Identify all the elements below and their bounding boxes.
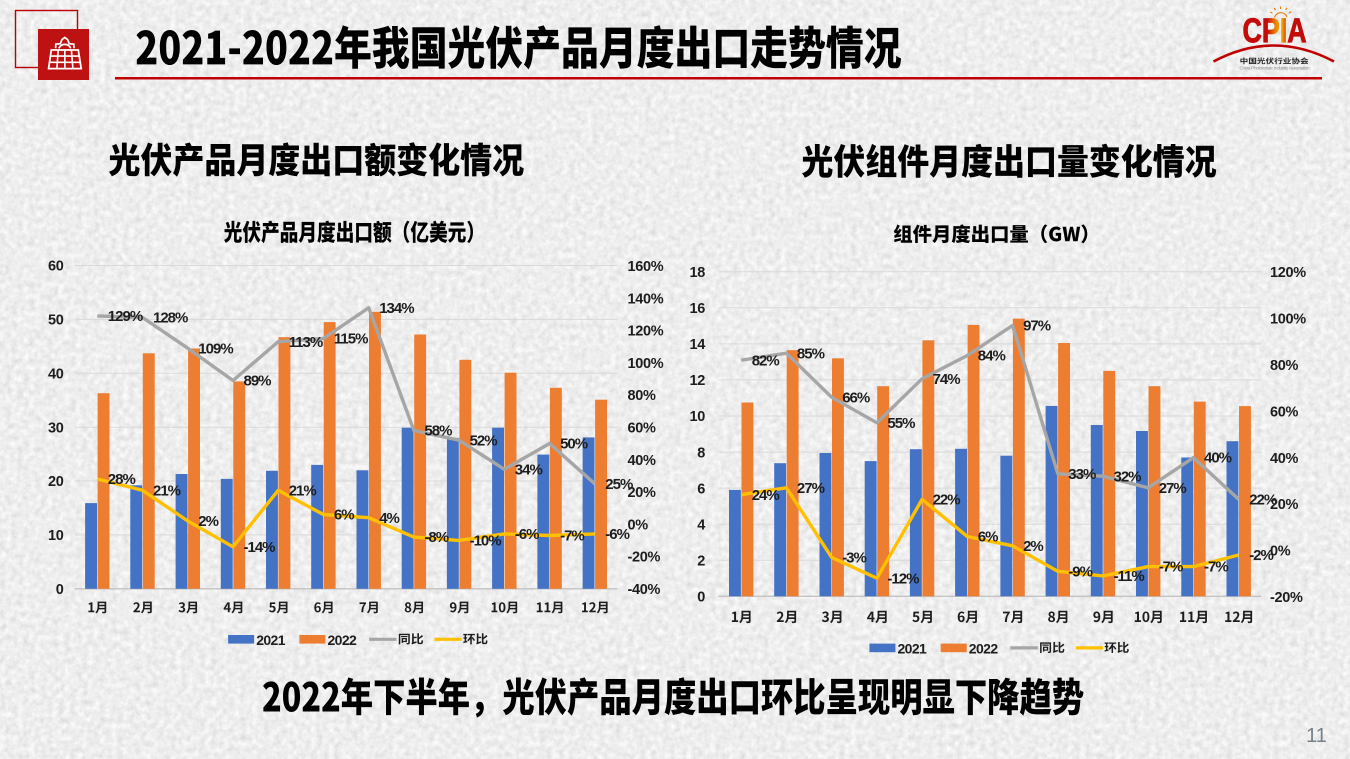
svg-text:8: 8: [697, 445, 705, 461]
svg-text:22%: 22%: [933, 492, 961, 509]
svg-text:34%: 34%: [515, 461, 543, 478]
svg-text:27%: 27%: [1159, 480, 1187, 497]
svg-text:14: 14: [689, 337, 705, 353]
svg-text:16: 16: [689, 301, 705, 317]
svg-text:20%: 20%: [1270, 497, 1299, 513]
svg-text:-14%: -14%: [244, 539, 276, 556]
svg-text:-6%: -6%: [605, 526, 629, 543]
svg-text:-6%: -6%: [515, 526, 539, 543]
svg-text:18: 18: [689, 265, 705, 281]
svg-text:40%: 40%: [1204, 450, 1232, 467]
svg-text:89%: 89%: [244, 373, 272, 390]
svg-text:55%: 55%: [887, 415, 915, 432]
svg-text:50: 50: [48, 313, 64, 329]
svg-text:-40%: -40%: [628, 582, 661, 598]
svg-text:134%: 134%: [379, 300, 414, 317]
svg-text:10: 10: [689, 409, 705, 425]
svg-text:-7%: -7%: [1159, 559, 1183, 576]
svg-text:60: 60: [48, 259, 64, 275]
svg-text:32%: 32%: [1114, 468, 1142, 485]
svg-text:66%: 66%: [842, 389, 870, 406]
svg-text:74%: 74%: [933, 371, 961, 388]
svg-text:128%: 128%: [153, 310, 188, 327]
svg-text:120%: 120%: [1270, 265, 1306, 281]
svg-text:33%: 33%: [1068, 466, 1096, 483]
svg-text:80%: 80%: [1270, 358, 1299, 374]
svg-text:0%: 0%: [1270, 544, 1291, 560]
svg-text:2022: 2022: [328, 632, 358, 648]
svg-text:-7%: -7%: [1204, 559, 1228, 576]
svg-text:129%: 129%: [108, 308, 143, 325]
svg-text:-9%: -9%: [1068, 563, 1092, 580]
svg-text:21%: 21%: [289, 482, 317, 499]
svg-text:2%: 2%: [198, 513, 218, 530]
svg-text:40%: 40%: [628, 453, 657, 469]
svg-text:-8%: -8%: [424, 529, 448, 546]
svg-text:28%: 28%: [108, 471, 136, 488]
svg-text:-11%: -11%: [1114, 568, 1145, 585]
svg-text:0: 0: [697, 590, 705, 606]
svg-text:84%: 84%: [978, 348, 1006, 365]
svg-text:4: 4: [697, 517, 705, 533]
svg-text:2: 2: [697, 553, 705, 569]
svg-text:100%: 100%: [628, 356, 664, 372]
svg-text:10: 10: [48, 528, 64, 544]
svg-text:120%: 120%: [628, 324, 664, 340]
svg-text:52%: 52%: [470, 432, 498, 449]
svg-text:27%: 27%: [797, 480, 825, 497]
svg-text:109%: 109%: [198, 340, 233, 357]
svg-text:140%: 140%: [628, 291, 664, 307]
svg-text:-12%: -12%: [887, 570, 919, 587]
svg-text:25%: 25%: [605, 476, 633, 493]
svg-text:2022: 2022: [969, 640, 999, 656]
svg-text:115%: 115%: [334, 331, 368, 348]
svg-text:0: 0: [56, 582, 64, 598]
svg-text:58%: 58%: [424, 423, 452, 440]
svg-text:24%: 24%: [752, 487, 780, 504]
svg-text:82%: 82%: [752, 352, 780, 369]
svg-text:20%: 20%: [628, 485, 657, 501]
svg-text:85%: 85%: [797, 345, 825, 362]
svg-text:80%: 80%: [628, 388, 657, 404]
svg-text:11: 11: [1306, 725, 1327, 747]
svg-text:4%: 4%: [379, 510, 399, 527]
svg-text:-7%: -7%: [560, 528, 584, 545]
svg-text:30: 30: [48, 420, 64, 436]
svg-text:-10%: -10%: [470, 533, 502, 550]
svg-text:40%: 40%: [1270, 451, 1299, 467]
svg-text:-20%: -20%: [1270, 590, 1303, 606]
svg-text:2021: 2021: [256, 632, 286, 648]
svg-text:6%: 6%: [334, 507, 354, 524]
svg-text:22%: 22%: [1249, 492, 1277, 509]
svg-text:12: 12: [689, 373, 705, 389]
svg-text:21%: 21%: [153, 482, 181, 499]
svg-text:160%: 160%: [628, 259, 664, 275]
svg-text:6%: 6%: [978, 529, 998, 546]
svg-text:40: 40: [48, 367, 64, 383]
svg-text:100%: 100%: [1270, 312, 1306, 328]
svg-text:50%: 50%: [560, 436, 588, 453]
svg-text:113%: 113%: [289, 334, 323, 351]
svg-text:0%: 0%: [628, 517, 649, 533]
svg-text:-20%: -20%: [628, 550, 661, 566]
svg-text:60%: 60%: [628, 421, 657, 437]
svg-text:60%: 60%: [1270, 404, 1299, 420]
svg-text:6: 6: [697, 481, 705, 497]
svg-text:2021: 2021: [898, 640, 928, 656]
svg-text:-2%: -2%: [1249, 547, 1273, 564]
svg-text:-3%: -3%: [842, 550, 866, 567]
svg-text:2%: 2%: [1023, 538, 1043, 555]
svg-text:97%: 97%: [1023, 318, 1051, 335]
svg-text:China Photovoltaic Industry As: China Photovoltaic Industry Association: [1240, 66, 1310, 71]
svg-text:20: 20: [48, 474, 64, 490]
